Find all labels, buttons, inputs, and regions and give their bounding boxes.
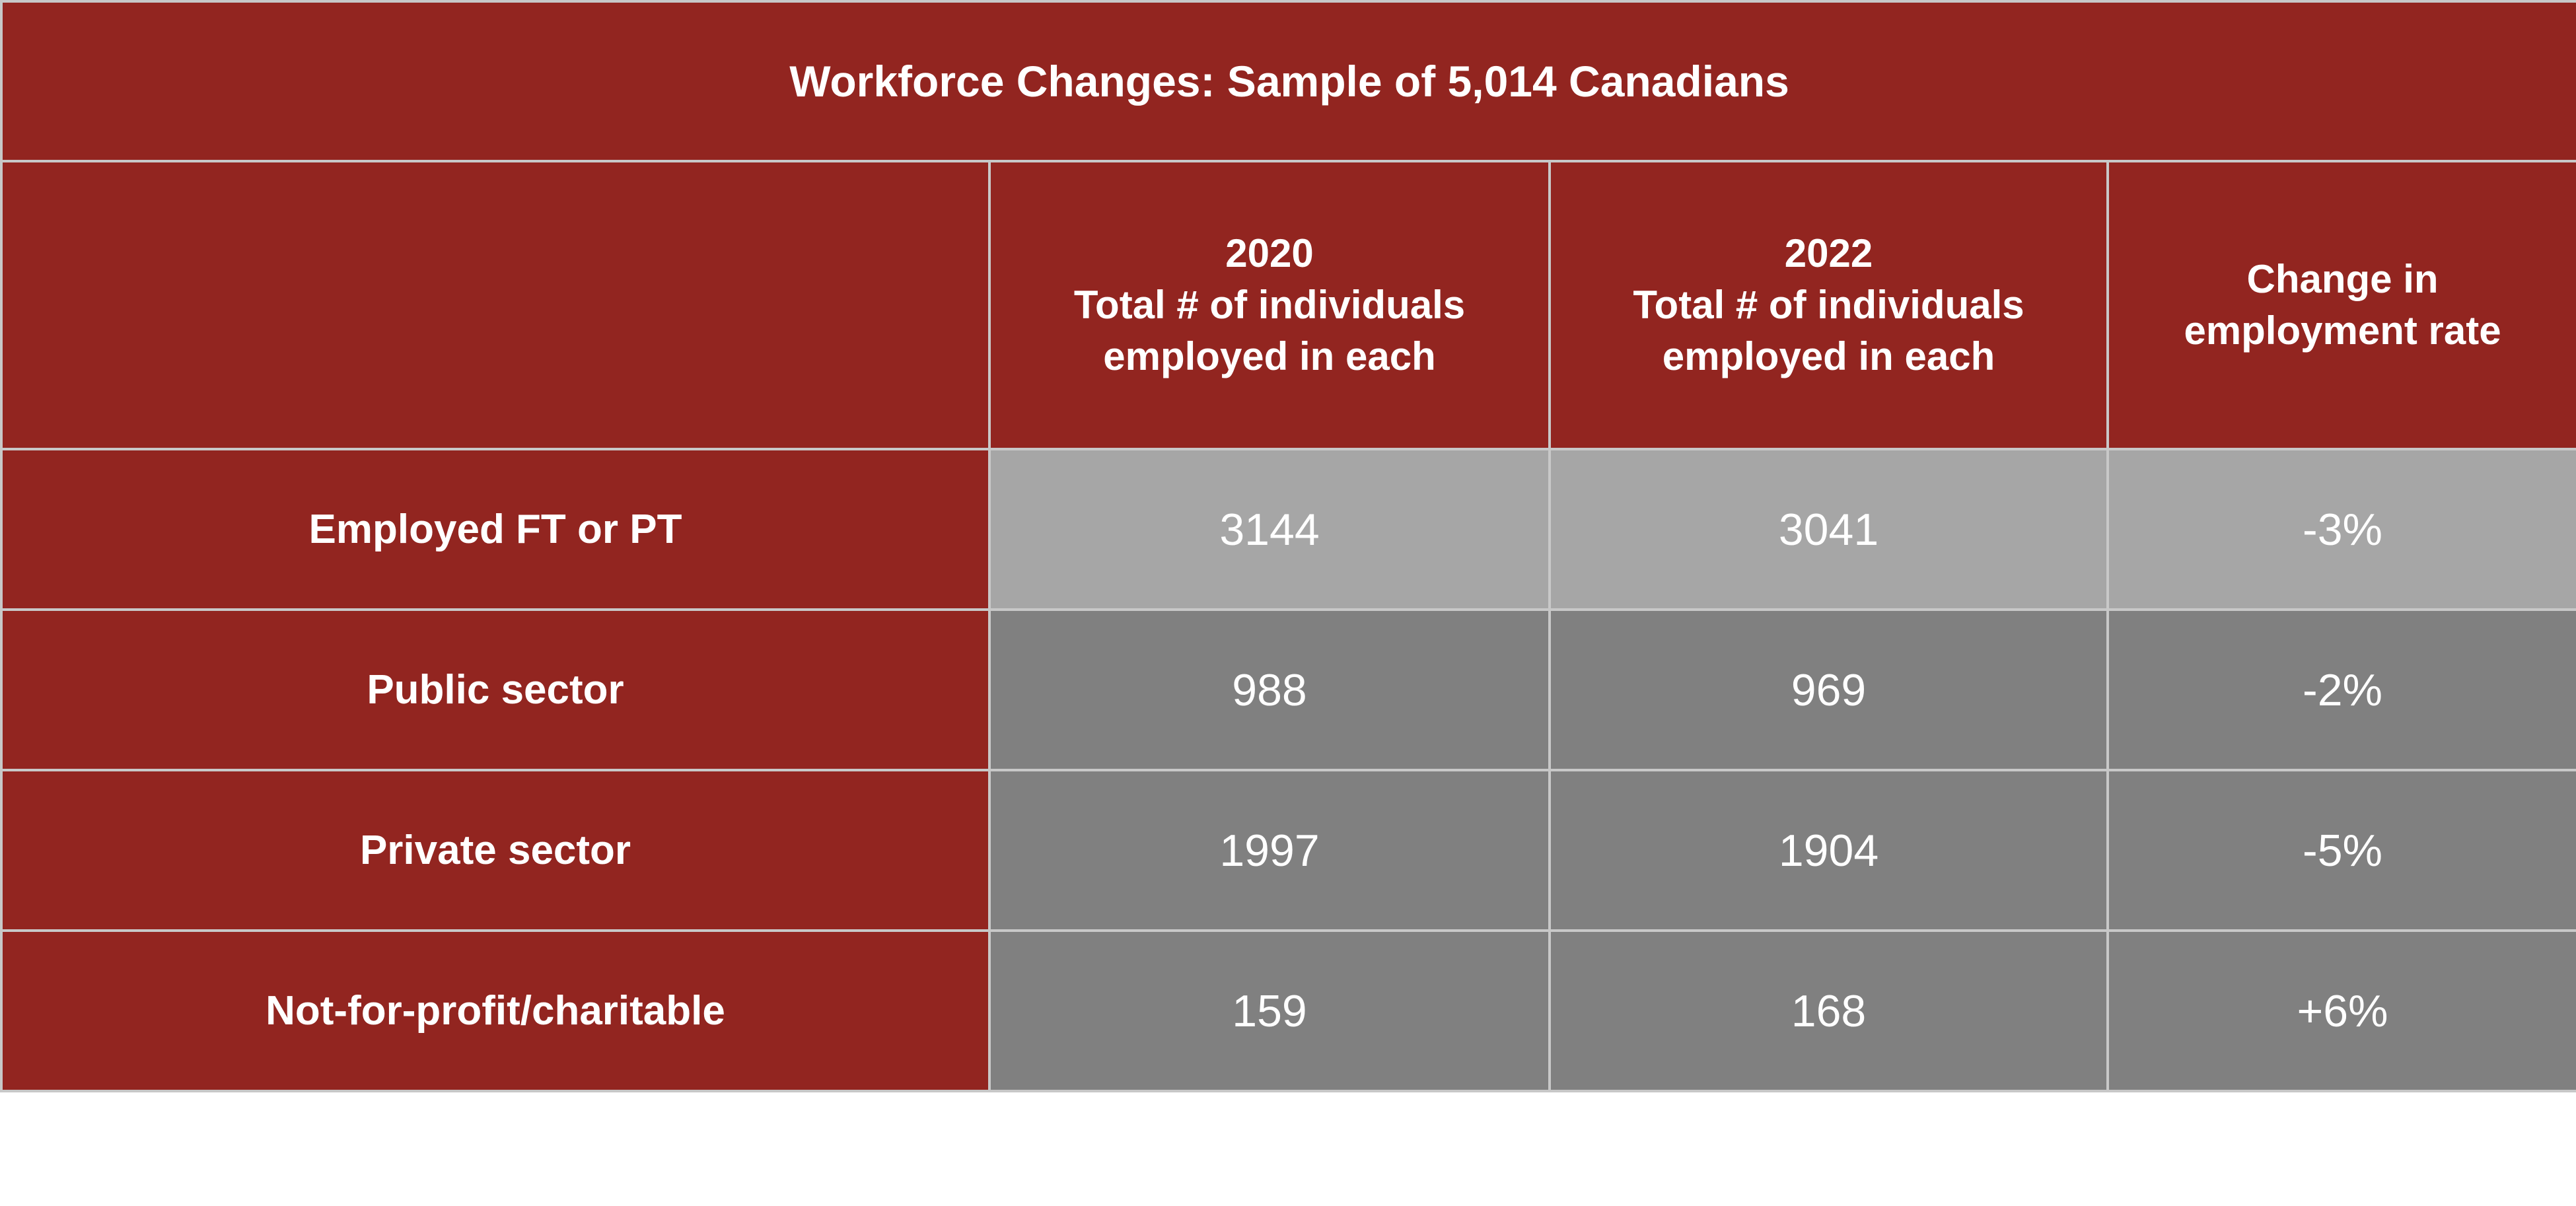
header-2020: 2020 Total # of individuals employed in …	[988, 160, 1551, 450]
value-2020: 159	[988, 929, 1551, 1092]
header-text: Total # of individuals	[1633, 283, 2024, 327]
header-change: Change in employment rate	[2106, 160, 2576, 450]
value-change: -5%	[2106, 769, 2576, 932]
value-2022: 969	[1548, 608, 2109, 771]
table-row: Public sector 988 969 -2%	[0, 608, 2576, 771]
header-empty	[0, 160, 991, 450]
row-label: Private sector	[0, 769, 991, 932]
header-text: Total # of individuals	[1073, 283, 1466, 327]
value-change: +6%	[2106, 929, 2576, 1092]
header-text: employment rate	[2184, 308, 2501, 353]
header-text: employed in each	[1103, 334, 1436, 378]
header-text: Change in	[2246, 257, 2439, 301]
table-row: Employed FT or PT 3144 3041 -3%	[0, 448, 2576, 611]
table-row: Private sector 1997 1904 -5%	[0, 769, 2576, 932]
header-text: 2020	[1225, 231, 1314, 275]
value-2022: 168	[1548, 929, 2109, 1092]
header-text: employed in each	[1662, 334, 1995, 378]
value-2022: 1904	[1548, 769, 2109, 932]
header-2022: 2022 Total # of individuals employed in …	[1548, 160, 2109, 450]
header-text: 2022	[1784, 231, 1873, 275]
row-label: Employed FT or PT	[0, 448, 991, 611]
table-title: Workforce Changes: Sample of 5,014 Canad…	[0, 0, 2576, 162]
workforce-changes-table: Workforce Changes: Sample of 5,014 Canad…	[0, 0, 2576, 1092]
value-2022: 3041	[1548, 448, 2109, 611]
value-change: -3%	[2106, 448, 2576, 611]
value-2020: 1997	[988, 769, 1551, 932]
value-2020: 3144	[988, 448, 1551, 611]
header-row: 2020 Total # of individuals employed in …	[0, 160, 2576, 450]
table-row: Not-for-profit/charitable 159 168 +6%	[0, 929, 2576, 1092]
row-label: Public sector	[0, 608, 991, 771]
value-2020: 988	[988, 608, 1551, 771]
value-change: -2%	[2106, 608, 2576, 771]
row-label: Not-for-profit/charitable	[0, 929, 991, 1092]
